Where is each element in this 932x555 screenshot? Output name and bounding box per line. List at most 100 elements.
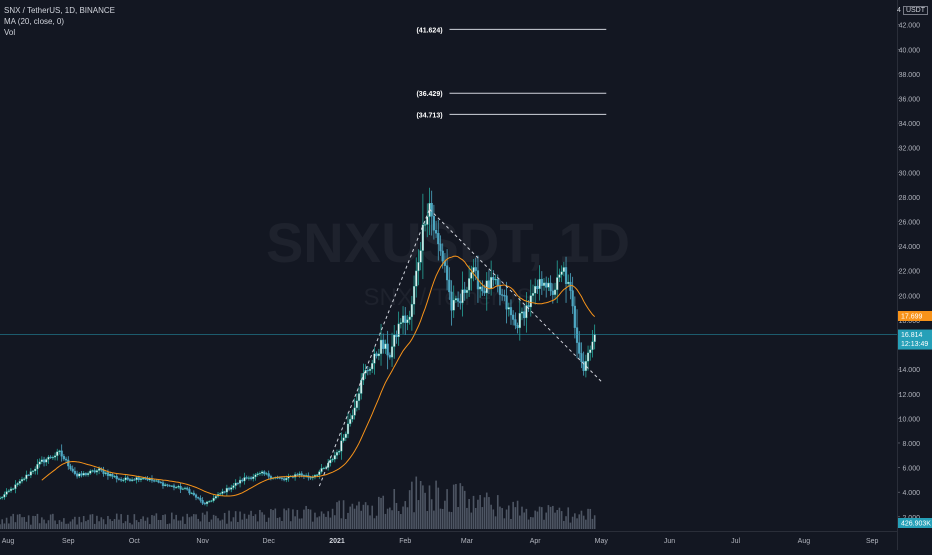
candle[interactable] <box>172 483 176 491</box>
candle[interactable] <box>346 412 350 439</box>
candle[interactable] <box>179 482 182 493</box>
candle[interactable] <box>135 475 138 484</box>
candle[interactable] <box>406 314 409 331</box>
candle[interactable] <box>210 499 213 503</box>
candle[interactable] <box>364 364 367 379</box>
candle[interactable] <box>523 303 526 326</box>
candle[interactable] <box>208 500 211 503</box>
candle[interactable] <box>0 496 2 500</box>
last-price-badge[interactable]: 16.814 12:13:49 <box>898 329 932 350</box>
candle[interactable] <box>128 477 132 482</box>
candle[interactable] <box>139 476 143 483</box>
candle[interactable] <box>593 324 596 350</box>
candle[interactable] <box>575 309 579 359</box>
candle[interactable] <box>192 490 195 497</box>
candle[interactable] <box>161 479 165 489</box>
candle[interactable] <box>124 475 127 483</box>
candle[interactable] <box>446 249 449 291</box>
candle[interactable] <box>69 463 72 471</box>
candle[interactable] <box>199 495 202 503</box>
symbol-legend[interactable]: SNX / TetherUS, 1D, BINANCE <box>4 6 115 15</box>
candle[interactable] <box>397 311 400 346</box>
candle[interactable] <box>558 268 561 282</box>
candle[interactable] <box>327 458 330 471</box>
candle[interactable] <box>60 444 63 462</box>
candle[interactable] <box>426 203 429 238</box>
candle[interactable] <box>234 479 237 490</box>
candle[interactable] <box>260 470 264 476</box>
candle[interactable] <box>148 477 151 482</box>
candle[interactable] <box>580 342 583 369</box>
candle[interactable] <box>512 310 515 326</box>
candle[interactable] <box>34 466 37 475</box>
candle[interactable] <box>175 485 178 489</box>
candle[interactable] <box>9 486 13 493</box>
candle[interactable] <box>36 459 39 475</box>
candle[interactable] <box>564 256 568 303</box>
candle[interactable] <box>452 285 455 318</box>
candle[interactable] <box>320 464 323 474</box>
candle[interactable] <box>102 466 105 477</box>
candle[interactable] <box>287 473 290 482</box>
candle[interactable] <box>75 470 79 479</box>
candle[interactable] <box>360 373 363 400</box>
candle[interactable] <box>547 277 550 291</box>
candle[interactable] <box>505 281 508 324</box>
candle[interactable] <box>430 190 433 236</box>
candle[interactable] <box>89 469 92 475</box>
candle[interactable] <box>1 496 4 500</box>
candle[interactable] <box>415 257 418 298</box>
candle[interactable] <box>7 489 10 493</box>
candle[interactable] <box>245 475 248 480</box>
candle[interactable] <box>375 351 378 359</box>
candle[interactable] <box>578 331 581 360</box>
candle[interactable] <box>344 431 347 442</box>
candle[interactable] <box>186 486 189 491</box>
candle[interactable] <box>252 473 255 482</box>
candle[interactable] <box>14 480 17 494</box>
candle[interactable] <box>384 339 387 354</box>
candle[interactable] <box>355 393 358 412</box>
candle[interactable] <box>25 470 28 482</box>
candle[interactable] <box>520 307 524 321</box>
candle[interactable] <box>395 330 398 344</box>
candle[interactable] <box>219 492 222 496</box>
candle[interactable] <box>571 276 574 314</box>
candle[interactable] <box>232 482 235 490</box>
candle[interactable] <box>84 472 87 477</box>
candle[interactable] <box>269 474 273 481</box>
candle[interactable] <box>507 302 510 317</box>
candle[interactable] <box>258 471 261 476</box>
candle[interactable] <box>78 471 81 479</box>
candle[interactable] <box>540 271 543 295</box>
candle[interactable] <box>454 295 458 303</box>
candle[interactable] <box>104 470 107 476</box>
candle[interactable] <box>382 333 385 354</box>
candle[interactable] <box>481 280 484 296</box>
candle[interactable] <box>80 471 83 478</box>
candle[interactable] <box>322 466 325 470</box>
candle[interactable] <box>459 293 462 310</box>
vol-legend[interactable]: Vol <box>4 28 16 37</box>
candle[interactable] <box>514 312 517 330</box>
candle[interactable] <box>280 476 284 481</box>
candle[interactable] <box>212 494 215 503</box>
candle[interactable] <box>536 279 539 294</box>
candle[interactable] <box>318 469 321 479</box>
candle[interactable] <box>538 265 541 301</box>
candle[interactable] <box>531 284 535 302</box>
candle[interactable] <box>401 306 405 334</box>
candle[interactable] <box>133 478 136 481</box>
candle[interactable] <box>23 477 26 481</box>
candle[interactable] <box>472 258 475 282</box>
candle[interactable] <box>388 352 391 360</box>
candle[interactable] <box>353 398 356 420</box>
candle[interactable] <box>120 477 123 482</box>
candle[interactable] <box>498 279 502 306</box>
candle[interactable] <box>465 286 469 299</box>
candle[interactable] <box>423 220 427 232</box>
candle[interactable] <box>122 478 125 483</box>
candle[interactable] <box>131 477 134 482</box>
candle[interactable] <box>113 474 116 479</box>
